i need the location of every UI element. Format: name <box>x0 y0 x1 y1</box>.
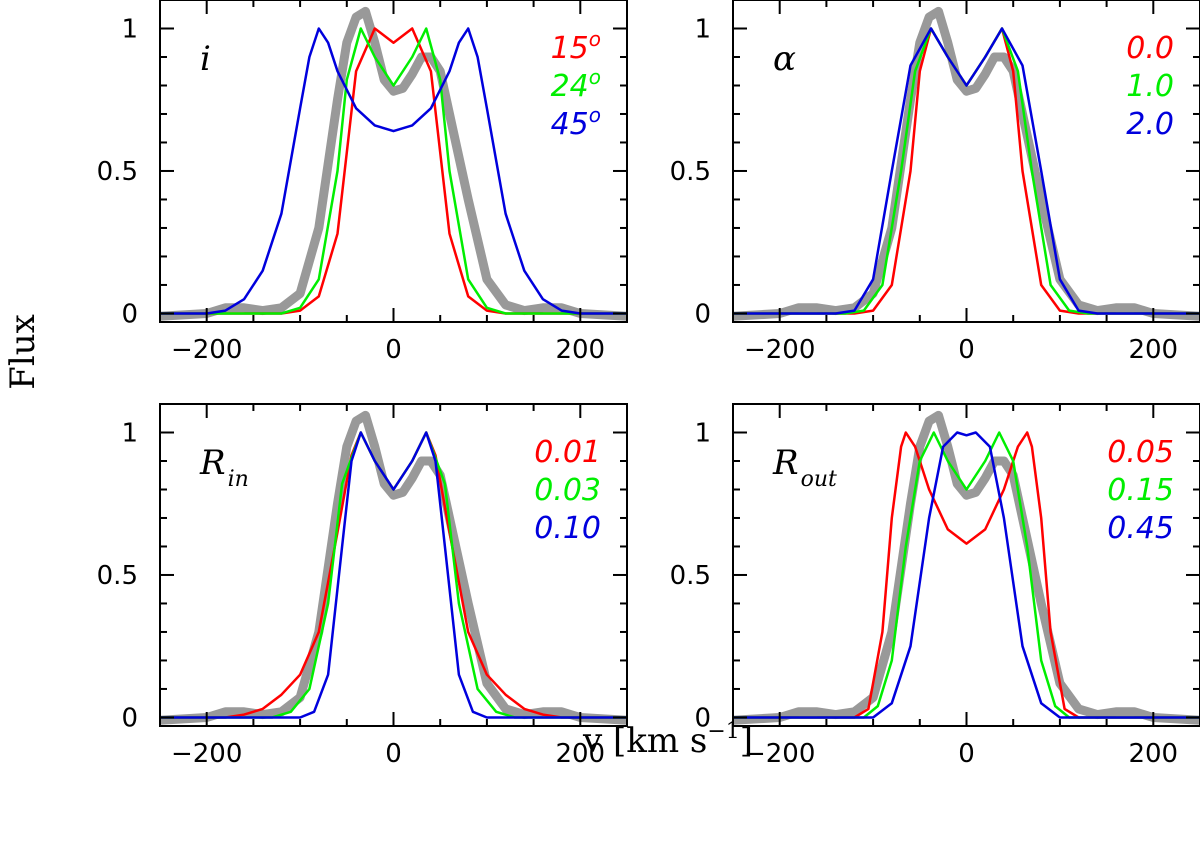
series-line-24 <box>160 27 627 315</box>
series-line-0.15 <box>733 431 1200 719</box>
y-tick-label: 1 <box>694 418 711 448</box>
x-tick-label: −200 <box>171 739 242 769</box>
parameter-symbol: α <box>773 39 796 79</box>
legend-entry: 24o <box>551 65 601 104</box>
observed-profile-line <box>733 410 1200 725</box>
parameter-symbol: i <box>200 39 211 79</box>
x-tick-label: 0 <box>385 335 402 365</box>
x-tick-label: 200 <box>1128 335 1178 365</box>
legend-entry: 0.01 <box>534 435 601 470</box>
series-group <box>733 6 1200 321</box>
y-axis-title: Flux <box>3 314 43 390</box>
parameter-label: α <box>773 39 796 79</box>
y-tick-label: 1 <box>694 14 711 44</box>
y-tick-label: 0.5 <box>670 561 711 591</box>
series-line-0.05 <box>733 431 1200 719</box>
parameter-label: i <box>200 39 211 79</box>
series-group <box>160 410 627 725</box>
x-tick-label: 0 <box>385 739 402 769</box>
series-group <box>733 410 1200 725</box>
observed-profile-line <box>160 410 627 725</box>
y-tick-label: 0 <box>121 299 138 329</box>
y-tick-label: 1 <box>121 14 138 44</box>
x-tick-label: −200 <box>744 335 815 365</box>
panel-bottom-right: −200 0 200 0 0.5 1 Rout 0.050.150.45 <box>670 403 1200 769</box>
observed-profile-line <box>160 6 627 321</box>
y-tick-label: 0.5 <box>670 157 711 187</box>
parameter-symbol: R <box>199 443 226 483</box>
panel-top-right: −200 0 200 0 0.5 1 α 0.01.02.0 <box>670 0 1200 365</box>
legend-entry: 0.03 <box>534 473 601 508</box>
x-tick-label: −200 <box>171 335 242 365</box>
y-tick-label: 1 <box>121 418 138 448</box>
series-line-0.10 <box>160 431 627 719</box>
parameter-symbol: R <box>772 443 799 483</box>
series-line-45 <box>160 27 627 315</box>
y-tick-label: 0 <box>121 703 138 733</box>
observed-profile-line <box>733 6 1200 321</box>
x-tick-label: 200 <box>555 335 605 365</box>
parameter-label: Rin <box>199 443 249 492</box>
series-line-15 <box>160 27 627 315</box>
x-axis-title-main: v [km s <box>582 721 707 761</box>
x-axis-title-exponent: −1 <box>707 719 739 744</box>
series-line-0.45 <box>733 431 1200 719</box>
x-tick-label: 0 <box>958 335 975 365</box>
x-tick-label: 0 <box>958 739 975 769</box>
y-tick-label: 0 <box>694 703 711 733</box>
x-tick-label: 200 <box>1128 739 1178 769</box>
x-axis-title: v [km s−1] <box>582 719 753 761</box>
series-group <box>160 6 627 321</box>
x-tick-label: −200 <box>744 739 815 769</box>
legend-entry: 1.0 <box>1126 69 1174 104</box>
y-tick-label: 0.5 <box>97 561 138 591</box>
legend-entry: 0.10 <box>534 511 601 546</box>
panel-bottom-left: −200 0 200 0 0.5 1 Rin 0.010.030.10 <box>97 403 628 769</box>
y-tick-label: 0 <box>694 299 711 329</box>
legend-entry: 0.05 <box>1107 435 1174 470</box>
legend-entry: 0.45 <box>1107 511 1174 546</box>
y-tick-label: 0.5 <box>97 157 138 187</box>
legend-entry: 0.15 <box>1107 473 1174 508</box>
legend-entry: 15o <box>551 27 601 66</box>
x-tick-label: 200 <box>555 739 605 769</box>
series-line-2.0 <box>733 27 1200 315</box>
legend-entry: 0.0 <box>1126 31 1174 66</box>
parameter-label: Rout <box>772 443 837 492</box>
legend-entry: 45o <box>551 103 601 142</box>
parameter-subscript: out <box>801 467 837 492</box>
legend-entry: 2.0 <box>1126 107 1174 142</box>
parameter-subscript: in <box>228 467 249 492</box>
x-axis-title-close: ] <box>740 721 753 761</box>
